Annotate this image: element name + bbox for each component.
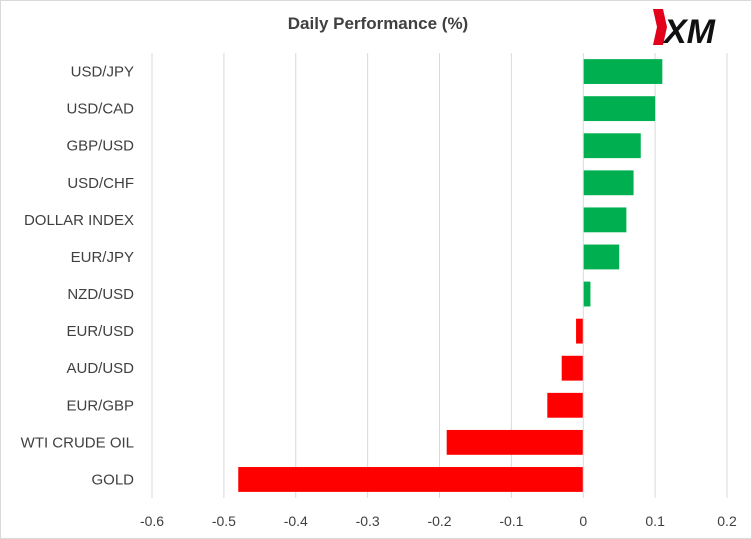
x-tick-label: -0.5 [212,513,236,529]
bar [561,355,584,381]
xm-logo-mark-icon [653,9,667,45]
bar [583,133,641,159]
x-axis-tick-labels: -0.6 -0.5 -0.4 -0.3 -0.2 -0.1 0 0.1 0.2 [140,513,737,529]
category-label: EUR/JPY [71,249,134,266]
category-label: WTI CRUDE OIL [21,434,134,451]
category-label: GOLD [91,471,134,488]
xm-logo: XM [653,9,716,51]
x-tick-label: 0 [579,513,587,529]
x-tick-label: -0.4 [284,513,308,529]
bar [583,281,591,307]
category-labels: USD/JPY USD/CAD GBP/USD USD/CHF DOLLAR INDEX… [21,64,135,489]
category-label: USD/CAD [66,101,134,118]
bar [576,318,584,344]
x-tick-label: -0.1 [499,513,523,529]
bar [547,392,584,418]
x-tick-label: -0.6 [140,513,164,529]
x-tick-label: 0.1 [645,513,665,529]
gridlines [151,53,728,498]
category-label: EUR/GBP [66,397,134,414]
chart-title: Daily Performance (%) [288,14,468,33]
bar [583,59,663,84]
x-tick-label: 0.2 [717,513,737,529]
category-label: NZD/USD [67,286,134,303]
bar [583,170,634,196]
x-tick-label: -0.2 [427,513,451,529]
xm-logo-text: XM [662,13,716,51]
bar [446,429,584,455]
category-label: AUD/USD [66,360,134,377]
category-label: GBP/USD [66,138,134,155]
bars [238,53,663,498]
category-label: USD/CHF [67,175,134,192]
bar [583,244,620,270]
category-label: USD/JPY [71,64,134,81]
x-tick-label: -0.3 [356,513,380,529]
bar [583,207,627,233]
category-label: DOLLAR INDEX [24,212,134,229]
category-label: EUR/USD [66,323,134,340]
bar [583,96,656,122]
bar [238,467,584,492]
